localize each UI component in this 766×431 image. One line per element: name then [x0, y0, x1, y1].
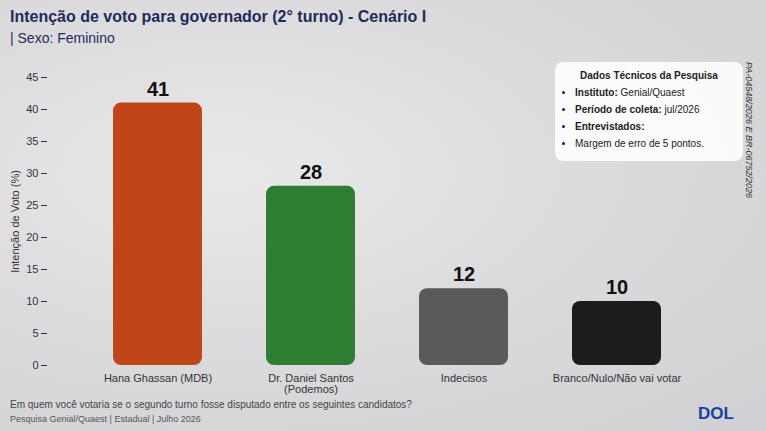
svg-text:12: 12 [453, 263, 475, 285]
svg-text:Intenção de Voto (%): Intenção de Voto (%) [9, 170, 21, 273]
svg-text:41: 41 [147, 78, 169, 100]
svg-text:20: 20 [26, 231, 38, 243]
html-text:Instituto: Genial/Quaest: Instituto: Genial/Quaest [575, 87, 685, 98]
svg-text:Branco/Nulo/Não vai votar: Branco/Nulo/Não vai votar [553, 372, 682, 384]
html-text:| Sexo: Feminino: | Sexo: Feminino [10, 30, 115, 46]
svg-text:Hana Ghassan (MDB): Hana Ghassan (MDB) [104, 372, 212, 384]
svg-text:Indecisos: Indecisos [441, 372, 488, 384]
html-text:PA-04548/2026 E BR-06752/2026: PA-04548/2026 E BR-06752/2026 [744, 62, 754, 198]
svg-text:40: 40 [26, 103, 38, 115]
svg-text:35: 35 [26, 135, 38, 147]
svg-text:28: 28 [300, 161, 322, 183]
svg-text:10: 10 [606, 276, 628, 298]
html-text:Período de coleta: jul/2026: Período de coleta: jul/2026 [575, 104, 700, 115]
svg-text:10: 10 [26, 295, 38, 307]
svg-text:5: 5 [32, 327, 38, 339]
html-text:Intenção de voto para governad: Intenção de voto para governador (2° tur… [10, 8, 427, 25]
html-text:Dados Técnicos da Pesquisa: Dados Técnicos da Pesquisa [580, 70, 718, 81]
html-text:Entrevistados:: Entrevistados: [575, 121, 645, 132]
html-text:Pesquisa Genial/Quaest | Estad: Pesquisa Genial/Quaest | Estadual | Julh… [10, 414, 201, 424]
svg-text:25: 25 [26, 199, 38, 211]
svg-text:Dr. Daniel Santos(Podemos): Dr. Daniel Santos(Podemos) [268, 372, 354, 395]
html-text:Em quem você votaria se o segu: Em quem você votaria se o segundo turno … [10, 399, 412, 410]
svg-text:15: 15 [26, 263, 38, 275]
svg-text:30: 30 [26, 167, 38, 179]
svg-text:45: 45 [26, 71, 38, 83]
html-text:Margem de erro de 5 pontos.: Margem de erro de 5 pontos. [575, 138, 704, 149]
svg-text:0: 0 [32, 359, 38, 371]
html-text:DOL: DOL [698, 404, 734, 423]
